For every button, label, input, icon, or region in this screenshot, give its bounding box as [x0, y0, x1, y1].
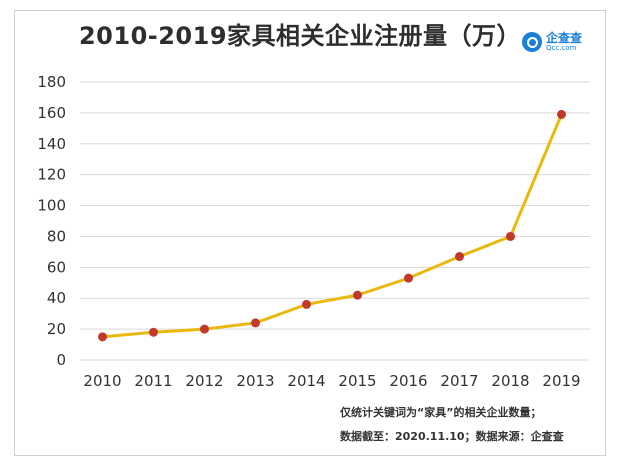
y-tick-label: 160: [37, 104, 66, 122]
y-tick-label: 20: [47, 320, 66, 338]
data-point: [149, 327, 158, 337]
qcc-logo-domain: Qcc.com: [546, 44, 577, 52]
data-point: [251, 318, 260, 328]
y-tick-label: 0: [56, 351, 66, 369]
data-point: [200, 324, 209, 334]
x-tick-label: 2014: [287, 372, 325, 390]
series-line: [102, 113, 563, 339]
note-scope: 仅统计关键词为“家具”的相关企业数量；: [340, 406, 542, 419]
chart-title: 2010-2019家具相关企业注册量（万）: [78, 22, 522, 50]
data-point: [506, 231, 515, 241]
y-tick-label: 120: [37, 166, 66, 184]
x-tick-label: 2016: [389, 372, 427, 390]
data-point: [455, 252, 464, 262]
x-tick-label: 2012: [185, 372, 223, 390]
y-tick-label: 80: [47, 227, 66, 245]
qcc-logo-icon: [522, 32, 542, 52]
chart-frame: [14, 10, 606, 456]
x-tick-label: 2015: [338, 372, 376, 390]
data-point: [353, 290, 362, 300]
data-point: [557, 109, 566, 119]
x-axis-ticks: 2010 2011 2012 2013 2014 2015 2016 2017 2018 2019: [83, 372, 580, 390]
x-tick-label: 2019: [542, 372, 580, 390]
y-axis-ticks: 0 20 40 60 80 100 120 140 160 180: [37, 73, 66, 369]
qcc-logo-text: 企查查 Qcc.com: [546, 32, 582, 52]
x-tick-label: 2013: [236, 372, 274, 390]
y-tick-label: 140: [37, 135, 66, 153]
x-tick-label: 2011: [134, 372, 172, 390]
data-point: [302, 299, 311, 309]
y-tick-label: 100: [37, 197, 66, 215]
series-group: [98, 109, 566, 342]
data-point: [404, 273, 413, 283]
x-tick-label: 2010: [83, 372, 121, 390]
qcc-logo-name: 企查查: [546, 31, 583, 45]
note-source: 数据截至：2020.11.10；数据来源：企查查: [340, 430, 564, 443]
y-tick-label: 40: [47, 289, 66, 307]
grid-lines: [80, 81, 590, 361]
x-tick-label: 2017: [440, 372, 478, 390]
qcc-logo: 企查查 Qcc.com: [522, 30, 582, 54]
data-point: [98, 332, 107, 342]
y-tick-label: 60: [47, 258, 66, 276]
x-tick-label: 2018: [491, 372, 529, 390]
y-tick-label: 180: [37, 73, 66, 91]
